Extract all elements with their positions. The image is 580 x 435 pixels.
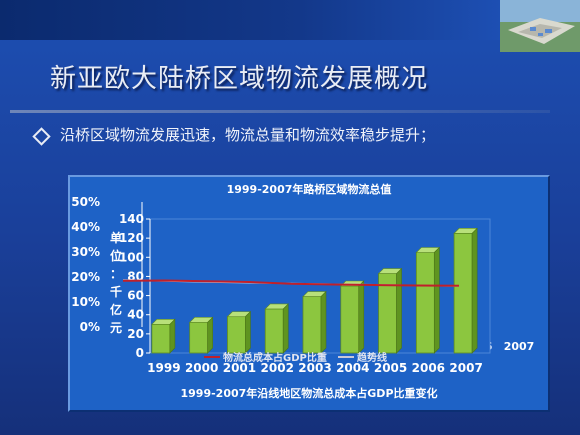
bar (340, 285, 360, 354)
bar-x-tick-label: 2005 (374, 361, 407, 375)
bar-side-face (207, 316, 213, 354)
bar-x-tick-label: 2007 (449, 361, 482, 375)
title-divider (10, 110, 550, 113)
bar-x-tick-label: 2002 (261, 361, 294, 375)
percent-tick-label: 20% (71, 270, 100, 284)
bar-x-tick-label: 2000 (185, 361, 218, 375)
bar-chart-title: 1999-2007年路桥区域物流总值 (227, 182, 392, 196)
bar (264, 308, 284, 354)
bar-x-tick-label: 2006 (412, 361, 445, 375)
bar (151, 323, 171, 354)
bar-y-tick-label: 40 (127, 308, 144, 322)
bar-x-tick-label: 1999 (147, 361, 180, 375)
slide-title: 新亚欧大陆桥区域物流发展概况 (50, 64, 429, 94)
bar-side-face (471, 227, 478, 354)
bar (415, 252, 435, 354)
percent-tick-label: 0% (80, 320, 100, 334)
chart-canvas: 0%10%20%30%40%50%19992000200120022003200… (71, 182, 535, 400)
bar-side-face (282, 303, 289, 354)
bar-x-tick-label: 2004 (336, 361, 369, 375)
title-banner (0, 0, 500, 40)
chart-panel: 0%10%20%30%40%50%19992000200120022003200… (68, 175, 550, 412)
diamond-bullet-icon (32, 127, 51, 146)
bar (227, 316, 246, 354)
bar-y-tick-label: 60 (127, 289, 144, 303)
legend-label-cost-ratio: 物流总成本占GDP比重 (223, 351, 327, 364)
cost-ratio-line-series (122, 279, 460, 287)
percent-tick-label: 10% (71, 295, 100, 309)
bar (302, 296, 322, 354)
bar-side-face (396, 267, 402, 354)
bar-side-face (358, 280, 365, 354)
bar-side-face (434, 246, 440, 354)
bar-y-tick-label: 120 (119, 231, 144, 245)
bullet-text: 沿桥区域物流发展迅速，物流总量和物流效率稳步提升； (60, 126, 436, 144)
bar (189, 321, 209, 354)
bar (453, 232, 473, 354)
bar-x-tick-label: 2001 (223, 361, 256, 375)
percent-tick-label: 30% (71, 245, 100, 259)
bar-y-tick-label: 100 (119, 250, 144, 264)
percent-tick-label: 50% (71, 195, 100, 209)
line-x-tick-label: 2007 (504, 340, 535, 353)
bar-side-face (245, 310, 251, 354)
bar-y-tick-label: 140 (119, 212, 144, 226)
bar-side-face (169, 318, 176, 354)
bar-side-face (320, 290, 327, 354)
legend-label-trend: 趋势线 (357, 351, 387, 364)
bar-y-tick-label: 0 (136, 346, 144, 360)
aerial-photo (500, 0, 580, 52)
line-chart-title: 1999-2007年沿线地区物流总成本占GDP比重变化 (180, 386, 437, 400)
bar-y-axis-label: 单位：千亿元 (110, 230, 122, 335)
percent-tick-label: 40% (71, 220, 100, 234)
bar-x-tick-label: 2003 (298, 361, 331, 375)
bar-y-tick-label: 20 (127, 327, 144, 341)
